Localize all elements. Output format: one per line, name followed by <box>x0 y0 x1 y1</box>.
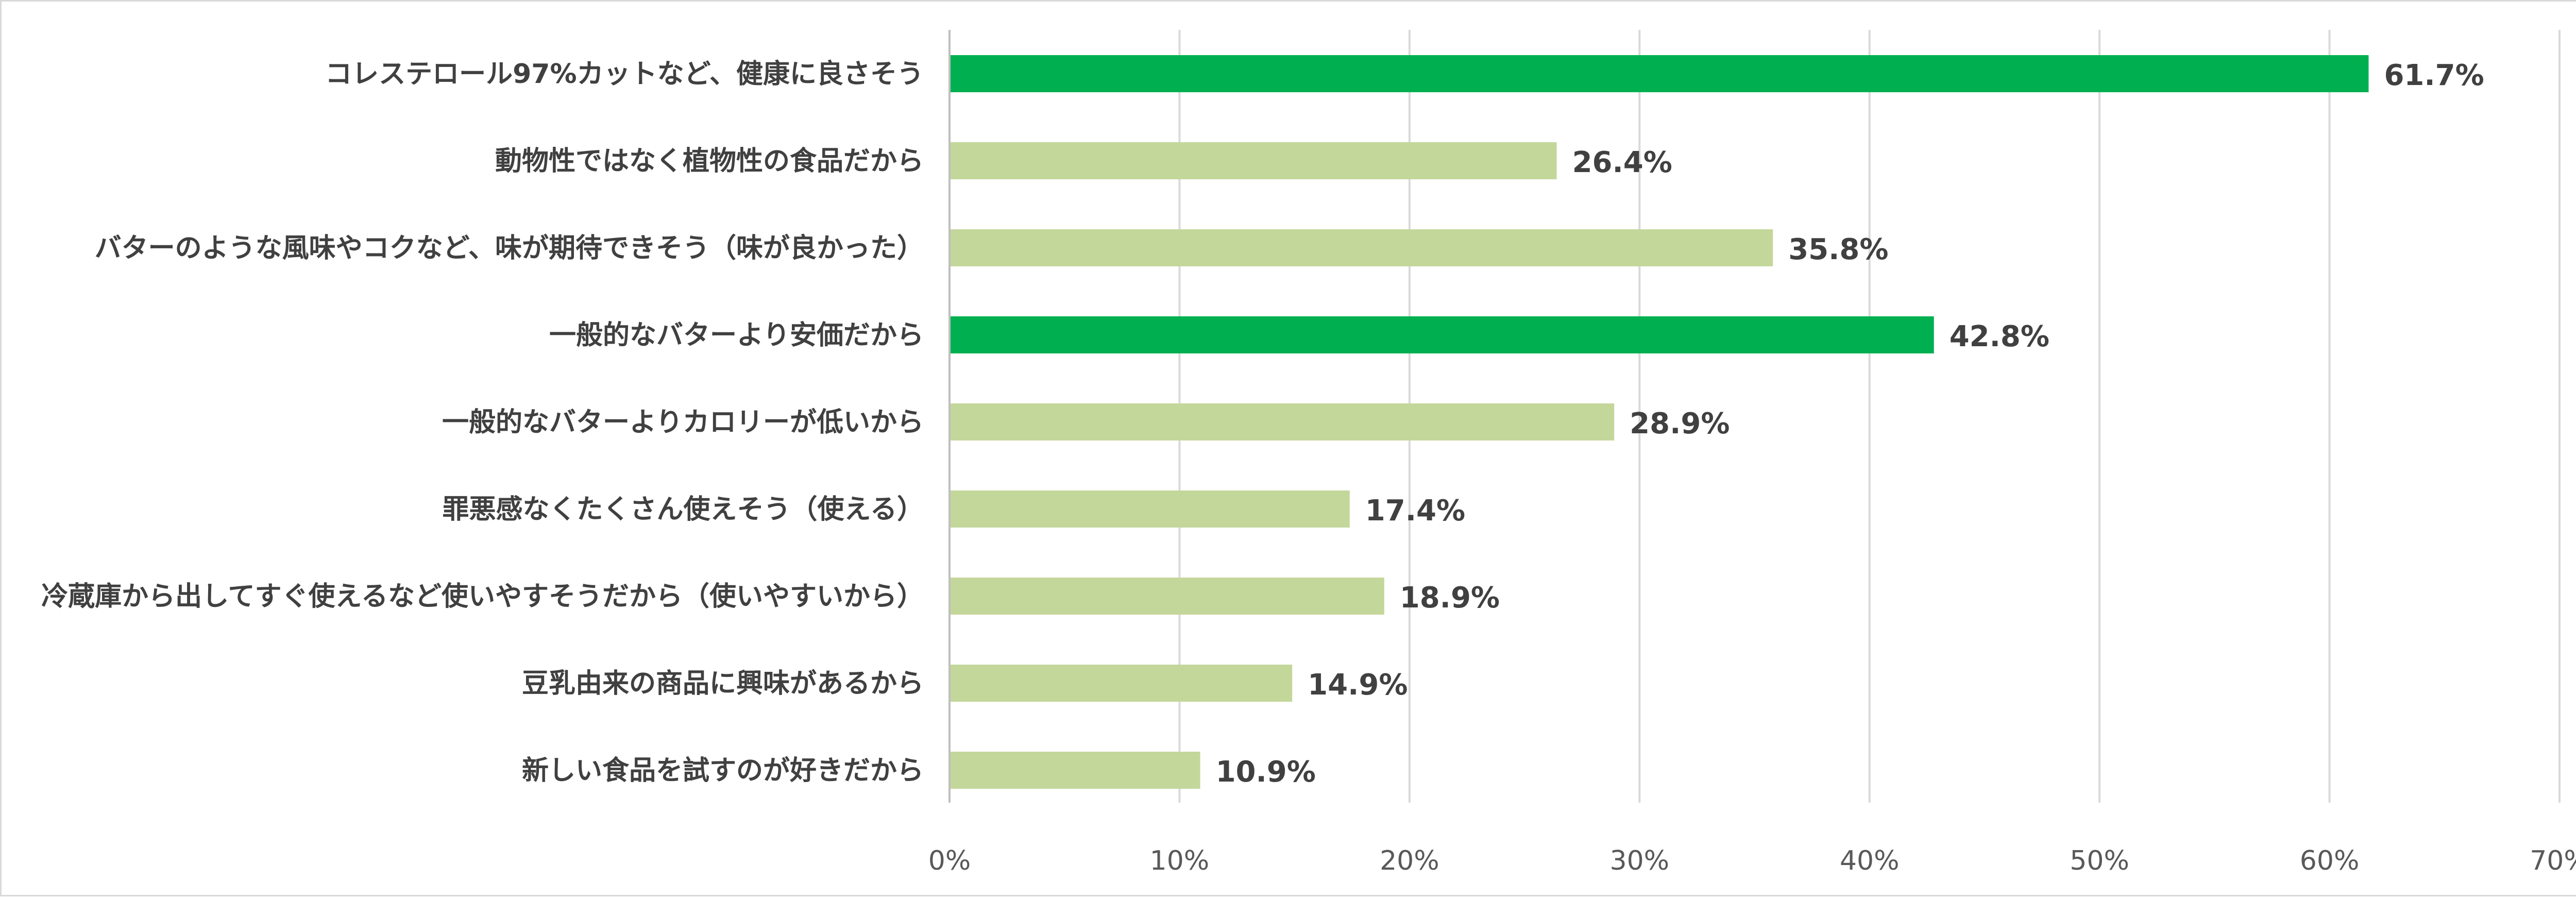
x-tick-label: 0% <box>928 845 971 876</box>
data-label: 26.4% <box>1572 146 1672 179</box>
category-label: 一般的なバターよりカロリーが低いから <box>442 407 924 438</box>
x-tick-label: 20% <box>1380 845 1439 876</box>
data-label: 14.9% <box>1308 668 1408 702</box>
bar <box>951 665 1293 702</box>
bar <box>951 752 1200 789</box>
bar <box>951 403 1615 440</box>
data-label: 42.8% <box>1950 320 2049 353</box>
x-tick-label: 70% <box>2530 845 2576 876</box>
x-tick-label: 60% <box>2300 845 2360 876</box>
x-tick-label: 50% <box>2070 845 2129 876</box>
x-tick-label: 10% <box>1150 845 1210 876</box>
category-label: 動物性ではなく植物性の食品だから <box>495 146 924 177</box>
category-label: 罪悪感なくたくさん使えそう（使える） <box>443 494 924 525</box>
data-label: 35.8% <box>1788 233 1888 266</box>
data-label: 18.9% <box>1400 581 1500 615</box>
data-label: 61.7% <box>2384 59 2484 92</box>
bar <box>951 316 1934 353</box>
bar <box>951 229 1773 266</box>
category-label: コレステロール97%カットなど、健康に良さそう <box>325 59 924 90</box>
bar <box>951 578 1384 615</box>
x-tick-label: 40% <box>1840 845 1900 876</box>
category-label: 冷蔵庫から出してすぐ使えるなど使いやすそうだから（使いやすいから） <box>41 581 924 612</box>
x-tick-label: 30% <box>1609 845 1669 876</box>
data-label: 17.4% <box>1365 494 1465 528</box>
data-label: 28.9% <box>1630 407 1730 440</box>
bar <box>951 142 1557 179</box>
bar <box>951 490 1350 528</box>
category-label: 豆乳由来の商品に興味があるから <box>522 668 924 699</box>
bar <box>951 55 2369 92</box>
category-label: 一般的なバターより安価だから <box>549 320 924 351</box>
data-label: 10.9% <box>1216 755 1316 789</box>
category-label: 新しい食品を試すのが好きだから <box>522 755 924 786</box>
category-label: バターのような風味やコクなど、味が期待できそう（味が良かった） <box>95 233 924 264</box>
